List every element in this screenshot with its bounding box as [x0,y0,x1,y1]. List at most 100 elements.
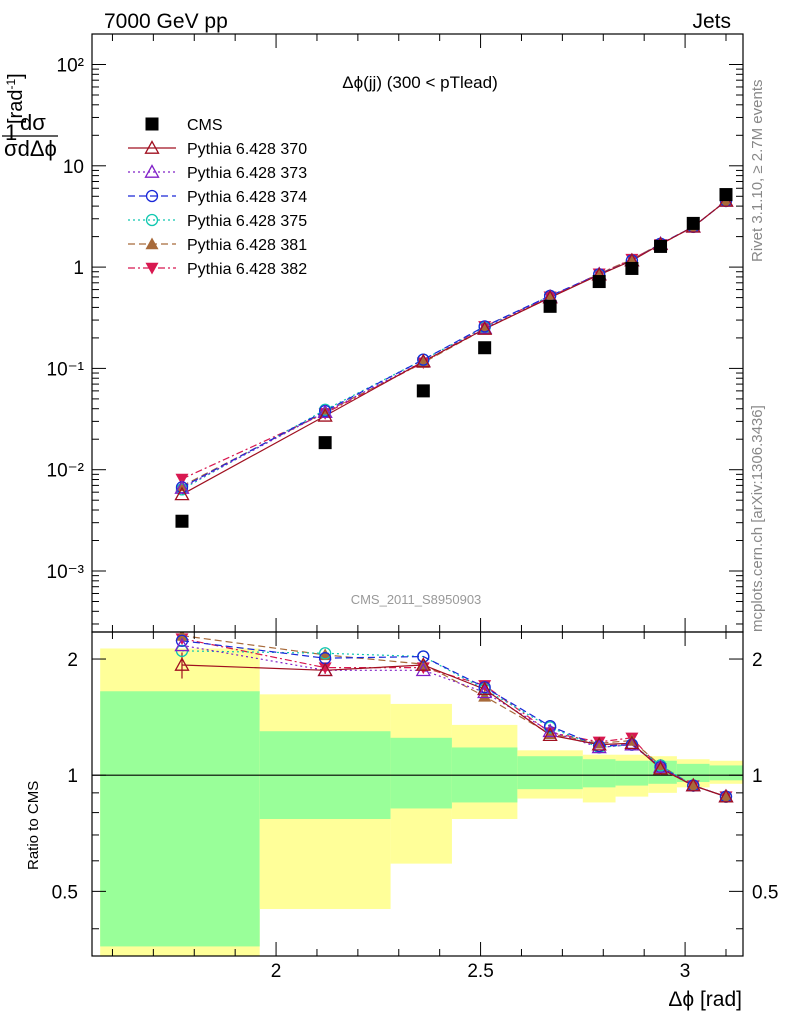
x-axis-label: Δϕ [rad] [668,988,742,1011]
legend-marker [145,213,159,227]
legend-entry: Pythia 6.428 381 [128,237,307,254]
y-tick-label: 1 [73,258,84,279]
x-tick-label: 2 [271,961,282,982]
y-label-denominator: σdΔϕ [4,136,57,161]
legend-marker [145,117,159,131]
legend-marker [144,140,160,154]
ratio-plot-frame [91,631,744,957]
ratio-point-370 [415,657,431,671]
x-tick-label: 3 [680,961,691,982]
rivet-label: Rivet 3.1.10, ≥ 2.7M events [749,80,766,263]
ratio-y-tick-label: 0.5 [52,882,78,903]
ratio-y-tick-label: 1 [67,766,78,787]
plot-title: Δϕ(jj) (300 < pTlead) [342,73,498,92]
cms-data-point [318,436,332,450]
main-point-370 [174,486,190,501]
main-point-373 [174,480,190,494]
analysis-label: CMS_2011_S8950903 [351,592,482,607]
legend-entry: Pythia 6.428 370 [128,140,307,158]
ratio-point-381 [686,779,700,791]
ratio-line-370 [181,664,727,798]
legend: CMS Pythia 6.428 370 Pythia 6.428 373 Pythi… [128,117,307,278]
cms-data-point [719,188,733,202]
main-plot-series [174,188,734,528]
ratio-line-374 [181,640,727,798]
ratio-point-370 [624,735,640,750]
ratio-point-370 [652,760,669,775]
cms-data-point [592,275,606,289]
ratio-point-381 [478,689,492,702]
ratio-point-381 [719,790,733,802]
x-tick-label: 2.5 [467,961,493,982]
ratio-point-373 [624,736,640,751]
legend-entry: CMS [145,117,223,134]
main-point-370 [415,353,431,368]
ratio-point-374 [175,634,189,647]
axes: 2 2.5 3 10⁻³ 10⁻² 10⁻¹ 1 10 10² 0.5 0.5 1 1 2 2 [47,33,778,982]
ratio-y-tick-label-right: 1 [752,766,763,787]
main-point-373 [317,404,333,418]
main-point-370 [477,321,493,335]
ratio-uncertainty-bands [100,648,743,956]
ratio-y-tick-label: 2 [67,650,78,671]
stat-uncertainty-band [676,763,710,783]
y-tick-label: 10⁻² [47,461,85,482]
mcplots-label: mcplots.cern.ch [arXiv:1306.3436] [749,405,766,632]
ratio-point-370 [542,727,558,741]
legend-marker [144,164,160,178]
header-left: 7000 GeV pp [104,10,228,33]
legend-label: CMS [187,117,223,134]
cms-data-point [175,514,189,528]
stat-uncertainty-band [709,765,743,781]
ratio-line-381 [181,635,727,798]
main-point-381 [416,356,430,368]
ratio-y-tick-label-right: 0.5 [752,882,778,903]
ratio-plot-series [174,632,734,804]
legend-marker [145,189,159,203]
legend-label: Pythia 6.428 370 [187,141,307,158]
cms-data-point [416,384,430,398]
legend-label: Pythia 6.428 373 [187,165,307,182]
stat-uncertainty-band [582,759,616,788]
y-tick-label: 10⁻¹ [47,359,85,380]
y-label-unit: [rad-1] [4,73,27,124]
stat-uncertainty-band [100,691,260,947]
ratio-point-370 [685,777,701,792]
ratio-point-375 [318,647,332,660]
ratio-point-370 [317,662,333,677]
legend-entry: Pythia 6.428 373 [128,164,307,182]
header-right: Jets [692,10,731,33]
ratio-point-370 [718,788,734,803]
legend-label: Pythia 6.428 375 [187,213,307,230]
stat-uncertainty-band [517,756,583,790]
legend-entry: Pythia 6.428 374 [128,189,307,206]
stat-uncertainty-band [615,760,649,786]
ratio-point-373 [174,637,190,652]
y-label-one: 1 [5,120,17,145]
cms-data-point [543,299,557,313]
y-tick-label: 10² [57,55,84,76]
ratio-y-axis-label: Ratio to CMS [25,781,42,870]
stat-uncertainty-band [390,737,452,809]
main-point-370 [317,408,333,422]
y-tick-label: 10⁻³ [47,562,85,583]
ratio-point-382 [318,662,332,675]
ratio-point-374 [417,650,430,663]
cms-data-point [625,261,639,275]
ratio-point-374 [543,719,557,733]
legend-label: Pythia 6.428 374 [187,189,307,206]
y-tick-label: 10 [63,157,84,178]
legend-entry: Pythia 6.428 382 [128,261,307,278]
ratio-point-373 [542,723,558,738]
legend-label: Pythia 6.428 381 [187,237,307,254]
main-line-370 [181,200,727,495]
ratio-point-373 [652,759,669,773]
ratio-point-370 [174,657,190,671]
cms-data-point [654,239,668,253]
ratio-point-370 [477,681,493,696]
legend-marker [145,262,159,275]
main-y-axis-label: 1 dσ σdΔϕ [rad-1] [2,73,58,161]
legend-label: Pythia 6.428 382 [187,261,307,278]
cms-data-point [686,216,700,230]
